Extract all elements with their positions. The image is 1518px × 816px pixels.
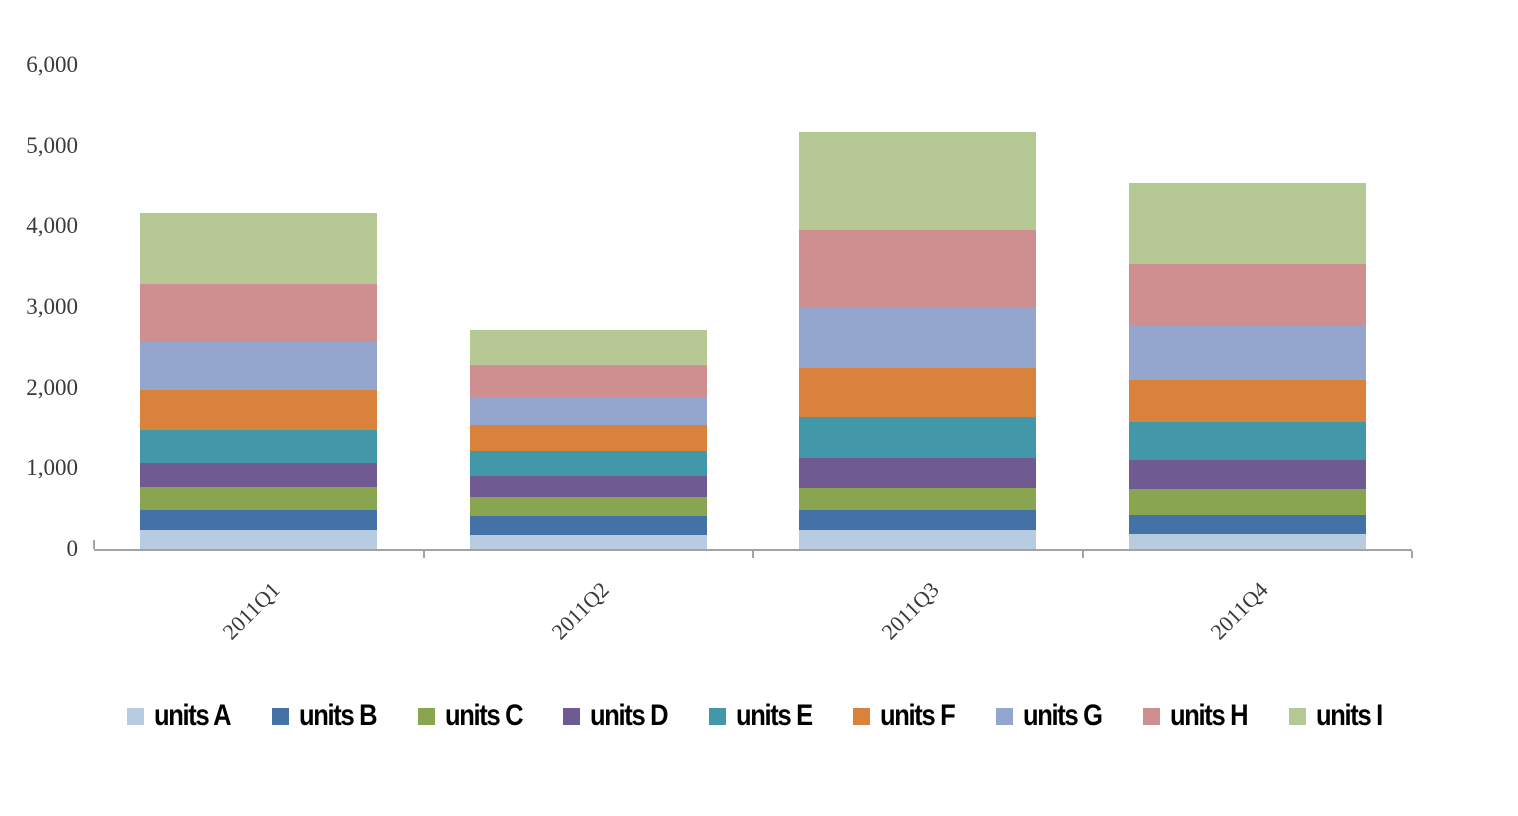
bar-segment-2011Q2-units-A [469,534,707,549]
legend-swatch-icon [127,708,145,725]
legend-item-units-D: units D [563,700,678,733]
legend-item-units-I: units I [1289,700,1391,733]
legend-swatch-icon [1289,708,1307,725]
legend-label: units I [1316,699,1383,733]
legend-item-units-E: units E [709,700,822,733]
bar-segment-2011Q1-units-G [140,341,378,391]
legend-label: units D [590,699,669,733]
bar-segment-2011Q4-units-C [1128,489,1366,516]
bar-segment-2011Q1-units-H [140,284,378,342]
x-axis-tick [1081,551,1084,558]
bar-segment-2011Q2-units-I [469,329,707,366]
bar-segment-2011Q3-units-I [799,131,1037,230]
bar-segment-2011Q4-units-A [1128,534,1366,549]
bar-segment-2011Q3-units-E [799,416,1037,459]
legend-item-units-A: units A [127,700,241,733]
bar-segment-2011Q3-units-B [799,509,1037,531]
x-axis-category-label: 2011Q2 [546,577,614,645]
bar-segment-2011Q4-units-E [1128,421,1366,460]
x-axis-tick [422,551,425,558]
bar-segment-2011Q4-units-G [1128,325,1366,380]
bar-segment-2011Q4-units-D [1128,459,1366,490]
legend-label: units H [1170,699,1249,733]
y-axis-tick-label: 2,000 [26,374,78,400]
legend-swatch-icon [563,708,581,725]
bar-segment-2011Q2-units-E [469,450,707,476]
bar-segment-2011Q3-units-G [799,306,1037,369]
bar-segment-2011Q1-units-F [140,390,378,431]
bar-segment-2011Q3-units-C [799,488,1037,510]
legend-item-units-H: units H [1143,700,1258,733]
legend-label: units G [1022,699,1103,733]
legend-label: units C [444,699,524,733]
bar-segment-2011Q1-units-A [140,530,378,549]
legend-item-units-C: units C [417,699,533,733]
bar-segment-2011Q2-units-D [469,475,707,497]
bar-segment-2011Q4-units-I [1128,183,1366,265]
legend-label: units B [298,699,378,733]
bar-segment-2011Q4-units-B [1128,515,1366,535]
legend-label: units F [880,699,956,733]
legend-swatch-icon [417,708,435,725]
bar-segment-2011Q3-units-D [799,458,1037,489]
legend-item-units-G: units G [995,699,1112,733]
bar-segment-2011Q1-units-D [140,462,378,487]
x-axis-start-tick [93,540,95,549]
legend: units A units B units C units D units E units… [0,700,1518,733]
legend-swatch-icon [709,708,727,725]
bar-segment-2011Q2-units-H [469,365,707,397]
legend-label: units A [154,699,232,733]
y-axis-tick-label: 1,000 [26,455,78,481]
y-axis-tick-label: 0 [66,536,79,561]
bar-segment-2011Q2-units-F [469,424,707,451]
legend-swatch-icon [853,708,871,725]
x-axis-tick [752,551,754,558]
y-axis-tick-label: 4,000 [26,213,78,239]
bar-segment-2011Q2-units-G [469,396,707,425]
legend-label: units E [736,699,813,733]
y-axis-tick-label: 6,000 [26,52,78,77]
legend-swatch-icon [1143,708,1161,725]
x-axis-category-label: 2011Q4 [1205,577,1273,645]
x-axis-category-label: 2011Q3 [876,577,944,645]
bar-segment-2011Q4-units-F [1128,380,1366,422]
bar-segment-2011Q3-units-A [799,530,1037,549]
y-axis-tick-label: 3,000 [26,294,78,319]
bar-segment-2011Q2-units-C [469,496,707,516]
x-axis-tick [1411,551,1413,558]
legend-swatch-icon [995,708,1013,725]
bar-segment-2011Q4-units-H [1128,264,1366,326]
bar-segment-2011Q1-units-I [140,213,378,285]
bar-segment-2011Q1-units-E [140,430,378,463]
bar-segment-2011Q3-units-H [799,229,1037,307]
y-axis-tick-label: 5,000 [26,132,78,158]
legend-item-units-F: units F [853,700,965,733]
bar-segment-2011Q3-units-F [799,368,1037,417]
legend-item-units-B: units B [271,699,387,733]
bar-segment-2011Q1-units-C [140,486,378,511]
bar-segment-2011Q1-units-B [140,510,378,531]
legend-swatch-icon [271,708,289,725]
x-axis-line [94,549,1412,551]
bar-segment-2011Q2-units-B [469,515,707,535]
x-axis-category-label: 2011Q1 [217,577,285,645]
